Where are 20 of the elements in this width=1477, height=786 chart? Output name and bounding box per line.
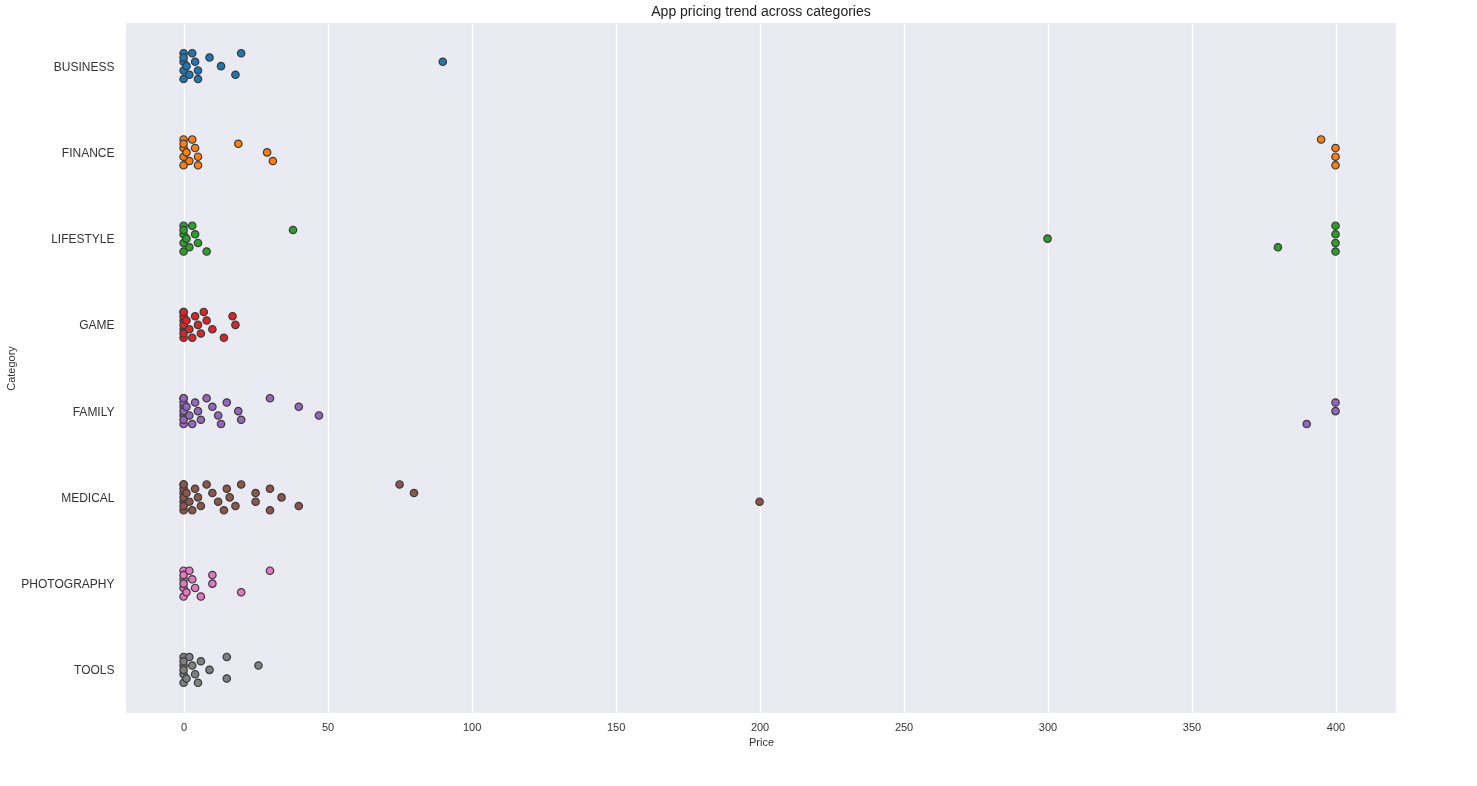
x-tick-label: 350 xyxy=(1182,720,1202,733)
y-tick-label: FINANCE xyxy=(61,145,115,160)
x-tick-label: 200 xyxy=(750,720,770,733)
y-tick-label: TOOLS xyxy=(74,663,115,678)
y-tick-label: LIFESTYLE xyxy=(51,232,115,247)
x-tick-label: 150 xyxy=(606,720,626,733)
x-tick-label: 250 xyxy=(894,720,914,733)
x-tick-label: 50 xyxy=(321,720,335,733)
y-tick-label: FAMILY xyxy=(72,404,115,419)
y-tick-label: PHOTOGRAPHY xyxy=(21,577,115,592)
x-tick-label: 300 xyxy=(1038,720,1058,733)
chart-title: App pricing trend across categories xyxy=(651,3,871,19)
y-tick-label: MEDICAL xyxy=(61,490,115,505)
x-tick-label: 0 xyxy=(181,720,188,733)
y-tick-label: GAME xyxy=(79,318,115,333)
y-tick-label: BUSINESS xyxy=(53,59,115,74)
x-axis-title: Price xyxy=(748,735,775,748)
x-tick-label: 100 xyxy=(462,720,482,733)
x-tick-label: 400 xyxy=(1326,720,1346,733)
y-axis-title: Category xyxy=(5,345,18,391)
